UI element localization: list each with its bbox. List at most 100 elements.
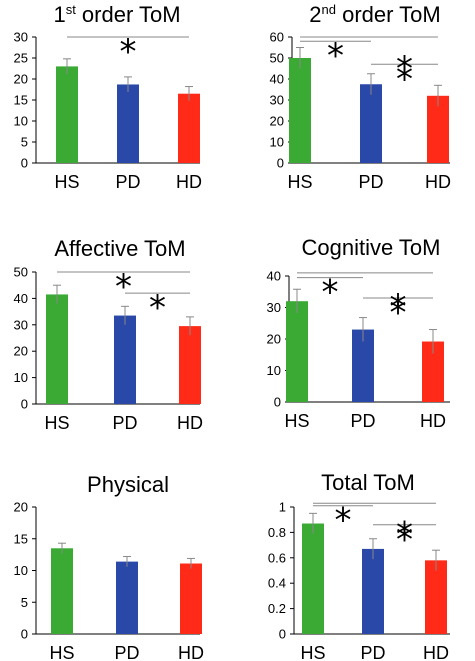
y-tick-label: 0 — [279, 627, 286, 642]
chart-title: Cognitive ToM — [302, 235, 441, 260]
significance-star: * — [149, 288, 166, 328]
x-tick-label: HS — [284, 411, 309, 431]
y-tick-label: 10 — [267, 363, 281, 378]
y-tick-label: 30 — [14, 317, 28, 332]
y-tick-label: 0 — [21, 156, 28, 171]
bar — [362, 548, 384, 634]
bar — [425, 560, 447, 634]
bar — [51, 548, 73, 634]
y-tick-label: 0 — [21, 627, 28, 642]
chart-title: 2nd order ToM — [309, 2, 440, 27]
y-tick-label: 30 — [270, 93, 284, 108]
bar — [117, 84, 139, 163]
y-tick-label: 10 — [14, 563, 28, 578]
significance-star: * — [396, 59, 413, 99]
x-tick-label: HD — [423, 643, 449, 661]
y-tick-label: 40 — [270, 72, 284, 87]
chart-title-text: Affective ToM — [54, 236, 185, 261]
chart-title-text: order ToM — [336, 2, 441, 27]
significance-star: * — [396, 515, 413, 555]
chart-title-text: 1 — [53, 2, 65, 27]
y-tick-label: 50 — [270, 51, 284, 66]
significance-star: * — [396, 49, 413, 89]
y-tick-label: 20 — [14, 344, 28, 359]
y-tick-label: 20 — [270, 114, 284, 129]
bar — [422, 341, 444, 402]
chart-title-text: Total ToM — [321, 470, 415, 495]
bar — [427, 95, 449, 163]
x-tick-label: HD — [425, 172, 451, 192]
y-tick-label: 40 — [267, 269, 281, 284]
x-tick-label: PD — [358, 172, 383, 192]
y-tick-label: 1 — [279, 500, 286, 515]
y-tick-label: 15 — [14, 93, 28, 108]
y-tick-label: 20 — [14, 72, 28, 87]
y-tick-label: 0 — [274, 395, 281, 410]
y-tick-label: 5 — [21, 135, 28, 150]
significance-star: * — [335, 501, 352, 541]
y-tick-label: 25 — [14, 51, 28, 66]
chart-title-text: order ToM — [76, 2, 181, 27]
y-tick-label: 0 — [277, 156, 284, 171]
chart-title-text: Cognitive ToM — [302, 235, 441, 260]
y-tick-label: 0.4 — [268, 576, 286, 591]
y-tick-label: 0.8 — [268, 525, 286, 540]
chart-title-text: Physical — [87, 472, 169, 497]
x-tick-label: HD — [420, 411, 446, 431]
x-tick-label: PD — [350, 411, 375, 431]
significance-star: * — [327, 36, 344, 76]
significance-star: * — [396, 520, 413, 560]
y-tick-label: 10 — [14, 370, 28, 385]
significance-star: * — [115, 267, 132, 307]
x-tick-label: PD — [360, 643, 385, 661]
x-tick-label: HD — [177, 413, 203, 433]
bar — [114, 315, 136, 404]
x-tick-label: HS — [49, 643, 74, 661]
y-tick-label: 10 — [14, 114, 28, 129]
bar — [180, 563, 202, 634]
bar — [289, 58, 311, 163]
y-tick-label: 15 — [14, 531, 28, 546]
y-tick-label: 20 — [14, 500, 28, 515]
x-tick-label: HS — [54, 172, 79, 192]
x-tick-label: HD — [176, 172, 202, 192]
chart-panel: Affective ToM 0 10 20 30 40 50 HS PD HD * * — [14, 236, 203, 433]
y-tick-label: 0.6 — [268, 550, 286, 565]
bar — [178, 93, 200, 163]
y-tick-label: 60 — [270, 30, 284, 45]
y-tick-label: 30 — [267, 300, 281, 315]
x-tick-label: HS — [287, 172, 312, 192]
bar — [360, 84, 382, 163]
chart-title-text: 2 — [309, 2, 321, 27]
y-tick-label: 30 — [14, 30, 28, 45]
bar — [116, 561, 138, 634]
x-tick-label: PD — [115, 172, 140, 192]
chart-title: Affective ToM — [54, 236, 185, 261]
significance-star: * — [120, 32, 137, 72]
significance-star: * — [390, 287, 407, 327]
chart-title-superscript: st — [66, 2, 77, 17]
chart-title: Total ToM — [321, 470, 415, 495]
y-tick-label: 0.2 — [268, 601, 286, 616]
bar — [46, 294, 68, 404]
x-tick-label: HS — [44, 413, 69, 433]
chart-panel: 1st order ToM 0 5 10 15 20 25 30 HS PD HD * — [14, 2, 202, 192]
chart-panel: Physical 0 5 10 15 20 HS PD HD — [14, 472, 204, 661]
y-tick-label: 20 — [267, 332, 281, 347]
x-tick-label: PD — [114, 643, 139, 661]
bar — [56, 66, 78, 163]
y-tick-label: 50 — [14, 265, 28, 280]
bar — [352, 329, 374, 402]
x-tick-label: HS — [300, 643, 325, 661]
bar — [179, 326, 201, 404]
significance-star: * — [390, 293, 407, 333]
x-tick-label: PD — [112, 413, 137, 433]
y-tick-label: 10 — [270, 135, 284, 150]
significance-star: * — [322, 273, 339, 313]
chart-title-superscript: nd — [322, 2, 336, 17]
x-tick-label: HD — [178, 643, 204, 661]
